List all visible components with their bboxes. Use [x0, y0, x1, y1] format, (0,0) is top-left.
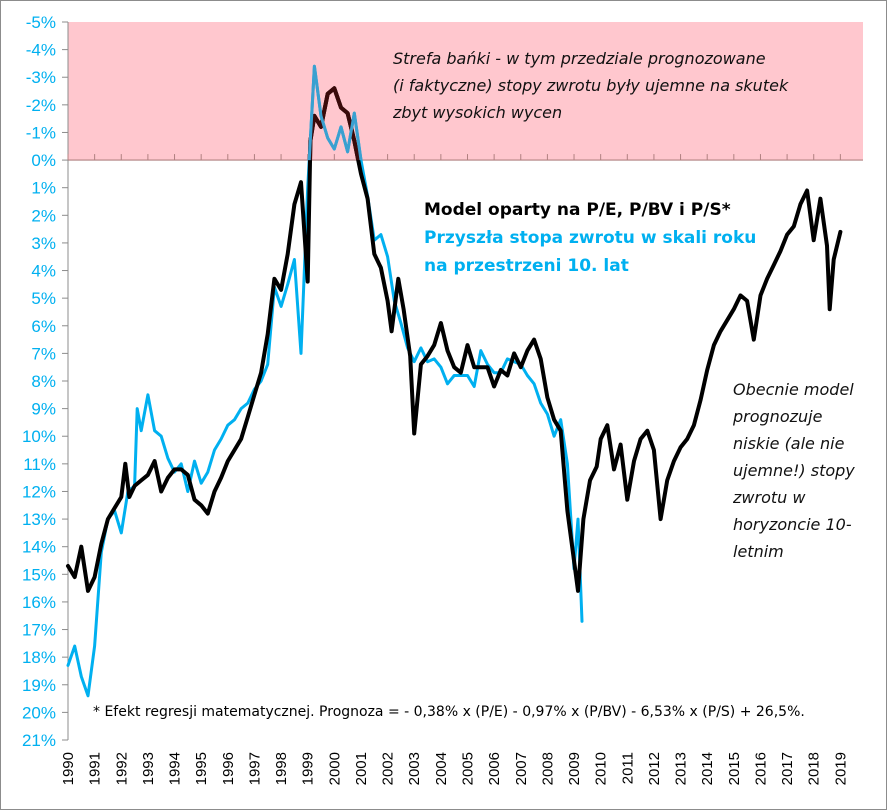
y-tick-label: 0% — [31, 151, 56, 170]
y-tick-label: -5% — [26, 13, 56, 32]
x-tick-label: 1993 — [140, 752, 157, 785]
x-tick-label: 2001 — [353, 752, 370, 785]
x-tick-label: 2009 — [566, 752, 583, 785]
annotation-line: ujemne!) stopy — [733, 461, 855, 480]
y-tick-label: 2% — [31, 206, 56, 225]
y-tick-label: 14% — [22, 538, 56, 557]
x-tick-label: 2019 — [832, 752, 849, 785]
series-line-actual-bubble-segment — [307, 64, 363, 161]
y-tick-label: 9% — [31, 400, 56, 419]
y-tick-label: -1% — [26, 123, 56, 142]
x-tick-label: 1990 — [60, 752, 77, 785]
y-tick-label: 5% — [31, 289, 56, 308]
x-tick-label: 2017 — [779, 752, 796, 785]
x-tick-label: 2002 — [380, 752, 397, 785]
y-tick-label: 6% — [31, 317, 56, 336]
x-tick-label: 1995 — [193, 752, 210, 785]
x-tick-label: 2016 — [752, 752, 769, 785]
legend: Model oparty na P/E, P/BV i P/S* Przyszł… — [424, 196, 756, 280]
x-tick-label: 2014 — [699, 752, 716, 785]
y-tick-label: 15% — [22, 565, 56, 584]
y-tick-label: 17% — [22, 621, 56, 640]
x-tick-label: 2018 — [806, 752, 823, 785]
annotation-line: niskie (ale nie — [733, 434, 845, 453]
legend-actual-label-line2: na przestrzeni 10. lat — [424, 256, 629, 276]
legend-model-label: Model oparty na P/E, P/BV i P/S* — [424, 200, 731, 220]
annotation-line: zbyt wysokich wycen — [393, 103, 563, 122]
legend-actual-label-line1: Przyszła stopa zwrotu w skali roku — [424, 228, 757, 248]
current-model-annotation: Obecnie model prognozuje niskie (ale nie… — [733, 376, 873, 565]
x-tick-label: 2012 — [646, 752, 663, 785]
y-tick-label: 21% — [22, 731, 56, 750]
x-tick-label: 1994 — [167, 752, 184, 785]
x-tick-label: 1997 — [246, 752, 263, 785]
y-tick-label: 16% — [22, 593, 56, 612]
series-line-model — [66, 86, 843, 593]
x-tick-label: 1998 — [273, 752, 290, 785]
y-tick-label: 10% — [22, 427, 56, 446]
annotation-line: letnim — [733, 542, 784, 561]
x-tick-label: 2006 — [486, 752, 503, 785]
y-tick-label: -4% — [26, 41, 56, 60]
y-tick-label: 3% — [31, 234, 56, 253]
x-tick-label: 1991 — [87, 752, 104, 785]
y-tick-label: 1% — [31, 179, 56, 198]
y-tick-label: -3% — [26, 68, 56, 87]
annotation-line: zwrotu w — [733, 488, 806, 507]
annotation-line: prognozuje — [733, 407, 823, 426]
x-tick-label: 2000 — [326, 752, 343, 785]
x-tick-label: 2013 — [673, 752, 690, 785]
series-line-model-bubble-segment — [308, 86, 361, 161]
x-tick-label: 2005 — [459, 752, 476, 785]
x-tick-label: 2015 — [726, 752, 743, 785]
y-tick-label: 11% — [23, 455, 56, 474]
bubble-zone-annotation: Strefa bańki - w tym przedziale prognozo… — [393, 45, 853, 126]
x-tick-label: 2007 — [513, 752, 530, 785]
y-tick-label: 13% — [22, 510, 56, 529]
x-tick-label: 2003 — [406, 752, 423, 785]
x-tick-label: 1992 — [113, 752, 130, 785]
y-tick-label: 20% — [22, 703, 56, 722]
x-tick-label: 2004 — [433, 752, 450, 785]
y-tick-label: 12% — [22, 482, 56, 501]
annotation-line: (i faktyczne) stopy zwrotu były ujemne n… — [393, 76, 789, 95]
x-tick-label: 1996 — [220, 752, 237, 785]
y-tick-label: -2% — [26, 96, 56, 115]
annotation-line: Obecnie model — [733, 380, 854, 399]
y-tick-label: 7% — [31, 344, 56, 363]
y-tick-label: 19% — [22, 676, 56, 695]
y-tick-label: 18% — [22, 648, 56, 667]
bubble-zone-region — [68, 22, 863, 161]
x-tick-label: 2010 — [593, 752, 610, 785]
x-tick-label: 2011 — [619, 752, 636, 784]
annotation-line: horyzoncie 10- — [733, 515, 852, 534]
y-tick-label: 4% — [31, 262, 56, 281]
y-tick-label: 8% — [31, 372, 56, 391]
annotation-line: Strefa bańki - w tym przedziale prognozo… — [393, 49, 766, 68]
footnote: * Efekt regresji matematycznej. Prognoza… — [93, 704, 805, 720]
x-tick-label: 1999 — [300, 752, 317, 785]
x-tick-label: 2008 — [539, 752, 556, 785]
